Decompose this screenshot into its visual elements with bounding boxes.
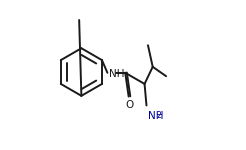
Text: NH: NH [148, 111, 163, 121]
Text: 2: 2 [156, 111, 161, 120]
Text: NH: NH [108, 69, 124, 78]
Text: O: O [126, 100, 134, 110]
